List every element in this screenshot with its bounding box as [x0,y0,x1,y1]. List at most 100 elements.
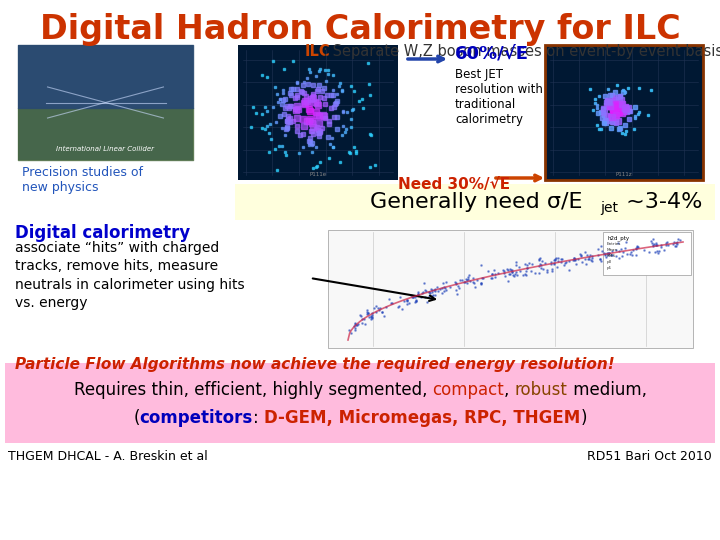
Point [648,235,660,244]
Bar [238,45,398,180]
Point [546,264,558,273]
Point [621,249,633,258]
Point [417,289,428,298]
Point [546,267,558,275]
Point [437,279,449,288]
Point [438,287,449,295]
Point [440,278,451,286]
Point [598,248,610,257]
Point [519,260,531,268]
Point [486,269,498,278]
Point [539,259,551,267]
Point [675,235,686,244]
Point [549,254,561,263]
Point [460,274,472,283]
Point [548,259,559,268]
Text: medium,: medium, [567,381,647,399]
Point [361,306,372,314]
Bar [328,230,693,348]
Point [505,265,517,274]
Point [461,276,472,285]
Point [374,303,386,312]
Point [476,273,487,282]
Point [468,279,480,287]
Bar [603,232,691,275]
Point [600,252,612,261]
Point [359,320,371,329]
Text: p0: p0 [607,260,612,264]
Point [492,268,503,277]
Point [362,309,374,318]
Point [557,254,568,263]
Text: : Separate W,Z boson masses on event-by event basis: : Separate W,Z boson masses on event-by … [323,44,720,59]
Point [438,282,450,291]
Point [410,297,422,306]
Point [633,242,644,251]
Point [521,261,533,269]
Point [617,248,629,256]
Point [420,287,432,295]
Point [549,260,560,268]
Text: P111z: P111z [616,172,632,177]
Point [469,283,480,292]
Point [616,252,628,260]
Text: competitors: competitors [140,409,253,427]
Point [574,250,585,259]
Point [412,287,423,296]
Point [593,251,604,259]
Point [575,252,586,261]
Point [412,289,423,298]
Point [651,246,662,255]
Point [592,245,603,253]
Text: :: : [253,409,264,427]
Point [521,264,533,273]
Point [356,311,367,320]
Point [536,256,548,265]
Point [431,282,442,291]
Point [546,258,557,266]
Point [361,308,373,317]
Text: Precision studies of
new physics: Precision studies of new physics [22,166,143,194]
Point [476,279,487,287]
Text: RD51 Bari Oct 2010: RD51 Bari Oct 2010 [588,450,712,463]
Point [563,266,575,274]
Text: Best JET
resolution with
traditional
calorimetry: Best JET resolution with traditional cal… [455,68,543,126]
Point [504,264,516,273]
Point [450,280,462,288]
Point [361,310,373,319]
Point [613,238,624,247]
Point [571,260,582,268]
Point [551,254,562,262]
Point [475,280,487,288]
Text: associate “hits” with charged
tracks, remove hits, measure
neutrals in calorimet: associate “hits” with charged tracks, re… [15,241,245,310]
Point [403,299,415,307]
Point [627,245,639,254]
Point [405,291,417,299]
Point [672,234,684,243]
Point [356,314,368,323]
Point [421,298,433,307]
Text: Need 30%/√E: Need 30%/√E [398,177,510,192]
Point [432,286,444,295]
Point [365,313,377,321]
Point [454,275,466,284]
Point [427,286,438,294]
Point [386,299,397,307]
Point [567,256,579,265]
Point [472,275,483,284]
Point [510,269,521,278]
Text: compact: compact [432,381,504,399]
Point [661,238,672,246]
Point [651,239,662,247]
Point [439,284,451,292]
Point [595,256,606,265]
Point [583,255,595,264]
Bar [5,363,715,443]
Point [644,237,656,246]
Point [647,240,659,249]
Text: Digital Hadron Calorimetry for ILC: Digital Hadron Calorimetry for ILC [40,13,680,46]
Text: Particle Flow Algorithms now achieve the required energy resolution!: Particle Flow Algorithms now achieve the… [15,357,615,372]
Point [349,324,361,333]
Point [626,251,638,259]
Point [536,260,547,269]
